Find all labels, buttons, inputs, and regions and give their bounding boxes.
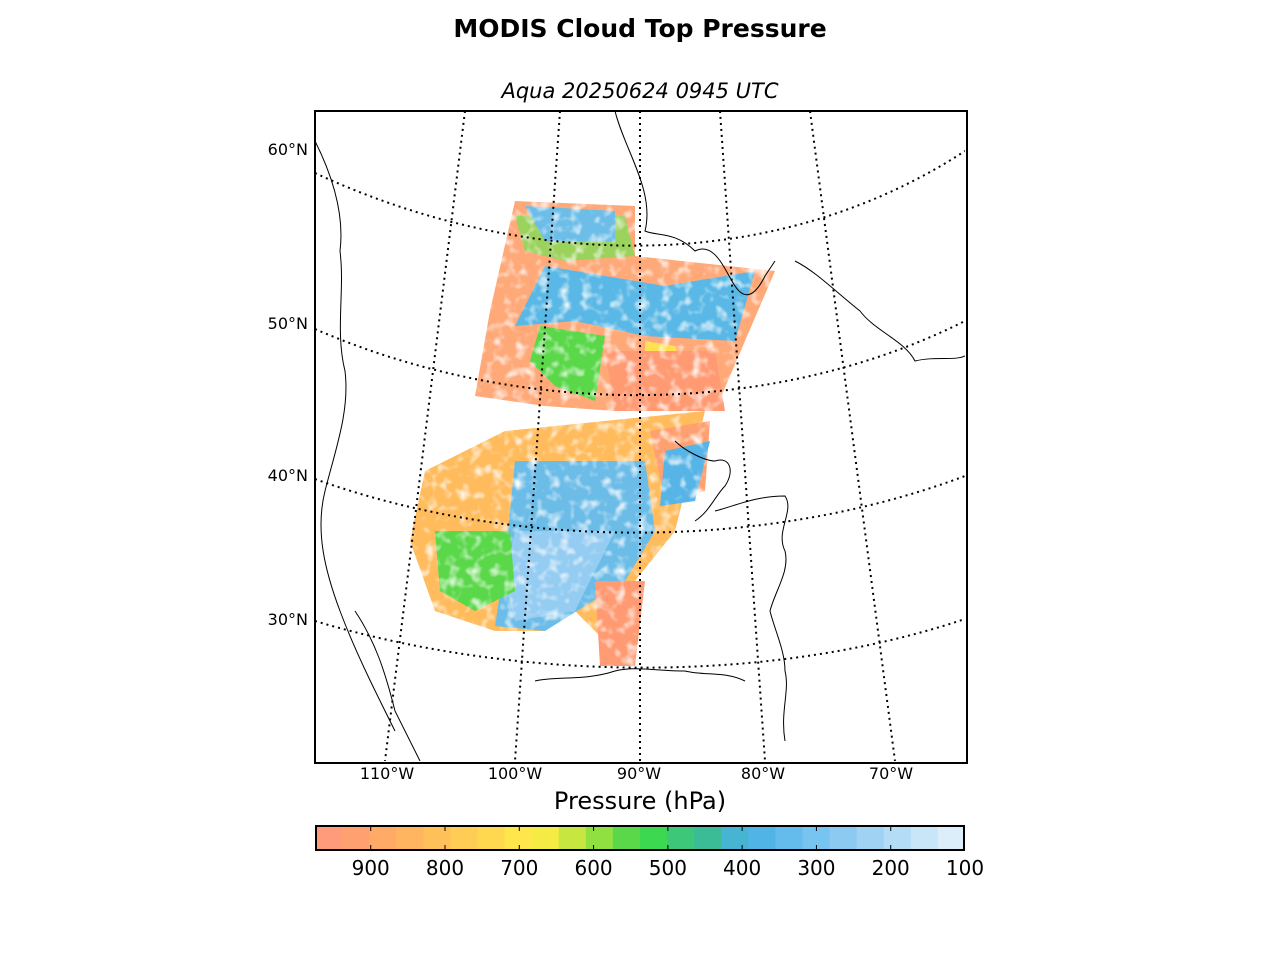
meridian-80 bbox=[719, 111, 766, 761]
colorbar-segment bbox=[910, 825, 939, 851]
lon-label-80w: 80°W bbox=[740, 764, 786, 783]
colorbar-tick-label: 900 bbox=[351, 856, 390, 880]
colorbar-border bbox=[315, 825, 965, 851]
lon-label-90w: 90°W bbox=[616, 764, 662, 783]
colorbar bbox=[315, 825, 966, 851]
colorbar-segment bbox=[558, 825, 587, 851]
colorbar-segment bbox=[775, 825, 804, 851]
colorbar-segment bbox=[612, 825, 641, 851]
baja-coast bbox=[354, 610, 421, 761]
map-title: MODIS Cloud Top Pressure bbox=[453, 14, 827, 43]
lat-label-30: 30°N bbox=[267, 610, 308, 629]
gulf-coast bbox=[534, 668, 746, 682]
colorbar-segment bbox=[531, 825, 560, 851]
map-subtitle: Aqua 20250624 0945 UTC bbox=[501, 79, 779, 103]
colorbar-tick-label: 500 bbox=[648, 856, 687, 880]
colorbar-segment bbox=[883, 825, 912, 851]
coastlines bbox=[315, 111, 965, 761]
colorbar-segment bbox=[856, 825, 885, 851]
meridian-100 bbox=[514, 111, 561, 761]
colorbar-tick-label: 200 bbox=[871, 856, 910, 880]
lat-label-50: 50°N bbox=[267, 314, 308, 333]
colorbar-svg bbox=[315, 825, 966, 851]
map-panel bbox=[315, 111, 965, 761]
colorbar-segment bbox=[667, 825, 695, 851]
colorbar-tick-label: 300 bbox=[797, 856, 836, 880]
west-coast bbox=[315, 140, 396, 732]
colorbar-segment bbox=[450, 825, 479, 851]
colorbar-segment bbox=[585, 825, 614, 851]
lon-label-110w: 110°W bbox=[359, 764, 415, 783]
colorbar-tick-label: 600 bbox=[574, 856, 613, 880]
colorbar-segment bbox=[721, 825, 749, 851]
colorbar-segment bbox=[748, 825, 777, 851]
east-coast bbox=[714, 495, 789, 742]
meridian-110 bbox=[384, 111, 466, 761]
colorbar-tick-label: 100 bbox=[945, 856, 985, 880]
colorbar-segment bbox=[694, 825, 722, 851]
colorbar-tick-label: 700 bbox=[500, 856, 539, 880]
colorbar-segment bbox=[829, 825, 858, 851]
colorbar-title: Pressure (hPa) bbox=[553, 787, 727, 815]
colorbar-segment bbox=[477, 825, 506, 851]
lon-label-70w: 70°W bbox=[868, 764, 914, 783]
colorbar-segment bbox=[640, 825, 668, 851]
colorbar-segment bbox=[504, 825, 533, 851]
colorbar-tick-label: 400 bbox=[723, 856, 762, 880]
graticule bbox=[315, 111, 965, 761]
meridian-70 bbox=[809, 111, 896, 761]
map-svg bbox=[315, 111, 965, 761]
parallel-30 bbox=[315, 618, 965, 669]
colorbar-segment bbox=[315, 825, 343, 851]
lat-label-40: 40°N bbox=[267, 466, 308, 485]
colorbar-segment bbox=[396, 825, 424, 851]
colorbar-segment bbox=[342, 825, 370, 851]
lon-label-100w: 100°W bbox=[487, 764, 543, 783]
colorbar-segment bbox=[423, 825, 452, 851]
lat-label-60: 60°N bbox=[267, 140, 308, 159]
colorbar-segment bbox=[937, 825, 966, 851]
colorbar-tick-label: 800 bbox=[425, 856, 465, 880]
colorbar-segment bbox=[369, 825, 397, 851]
labrador-coast bbox=[794, 260, 965, 362]
great-lakes-coast bbox=[674, 440, 731, 522]
